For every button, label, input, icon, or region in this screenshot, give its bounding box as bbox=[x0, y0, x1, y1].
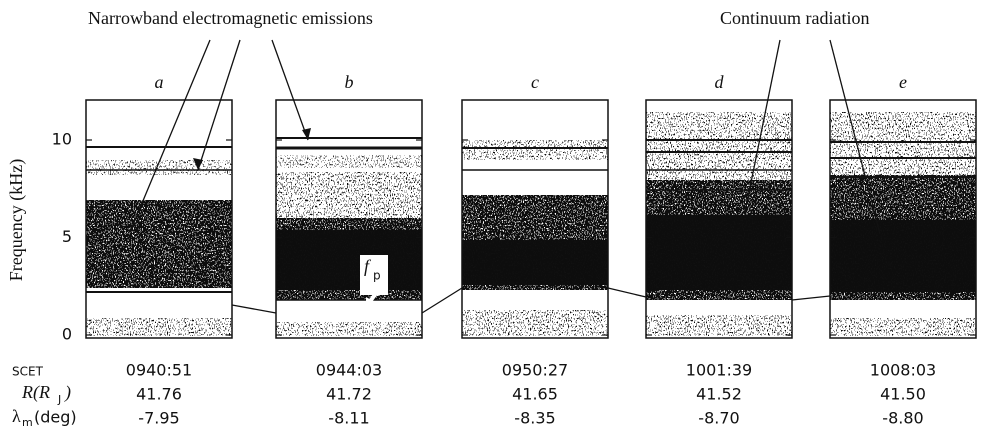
panel-frame bbox=[461, 99, 609, 339]
row-label: J bbox=[57, 393, 61, 406]
y-tick-label: 10 bbox=[52, 130, 72, 149]
row-label: (deg) bbox=[34, 408, 77, 427]
emission-noise bbox=[462, 140, 608, 160]
latitude: -8.70 bbox=[698, 409, 739, 428]
y-axis-label: Frequency (kHz) bbox=[6, 159, 27, 281]
fp-text: f bbox=[364, 256, 372, 276]
latitude: -8.35 bbox=[514, 409, 555, 428]
emission-noise bbox=[646, 112, 792, 180]
emission-noise bbox=[646, 315, 792, 336]
spectrogram-panel bbox=[85, 99, 233, 339]
spectrograms bbox=[85, 99, 977, 339]
row-label: ) bbox=[64, 382, 71, 403]
y-tick-label: 5 bbox=[62, 227, 72, 246]
latitude: -7.95 bbox=[138, 409, 179, 428]
scet: 1001:39 bbox=[686, 361, 752, 380]
row-label: SCET bbox=[12, 365, 44, 379]
row-label: λ bbox=[12, 406, 21, 426]
latitude: -8.11 bbox=[328, 409, 369, 428]
arrows bbox=[129, 39, 881, 235]
fp-sub: p bbox=[373, 269, 381, 283]
emission-noise bbox=[276, 218, 422, 300]
spectrogram-panel bbox=[645, 99, 793, 339]
emission-noise bbox=[830, 175, 976, 300]
annotation: Narrowband electromagnetic emissions bbox=[88, 8, 373, 28]
emission-noise bbox=[646, 180, 792, 300]
emission-noise bbox=[830, 318, 976, 336]
panel-frame bbox=[275, 99, 423, 339]
radius: 41.72 bbox=[326, 385, 372, 404]
arrowheads bbox=[193, 128, 311, 170]
latitude: -8.80 bbox=[882, 409, 923, 428]
panel-label: e bbox=[899, 72, 907, 92]
radius: 41.65 bbox=[512, 385, 558, 404]
scet: 0940:51 bbox=[126, 361, 192, 380]
row-label: m bbox=[22, 416, 33, 429]
emission-noise bbox=[276, 172, 422, 218]
spectrogram-panel bbox=[461, 99, 609, 339]
spectrogram-panel bbox=[275, 99, 423, 339]
radius: 41.52 bbox=[696, 385, 742, 404]
panel-frame bbox=[645, 99, 793, 339]
panel-label: a bbox=[155, 72, 164, 92]
emission-noise bbox=[830, 112, 976, 175]
panel-frame bbox=[829, 99, 977, 339]
emission-noise bbox=[276, 155, 422, 168]
scet: 1008:03 bbox=[870, 361, 936, 380]
scet: 0950:27 bbox=[502, 361, 568, 380]
emission-noise bbox=[276, 322, 422, 336]
scet: 0944:03 bbox=[316, 361, 382, 380]
panel-frame bbox=[85, 99, 233, 339]
radius: 41.76 bbox=[136, 385, 182, 404]
fp-label: f p bbox=[360, 255, 388, 308]
radius: 41.50 bbox=[880, 385, 926, 404]
emission-noise bbox=[86, 318, 232, 336]
emission-noise bbox=[462, 195, 608, 290]
panel-label: b bbox=[345, 72, 354, 92]
panel-label: c bbox=[531, 72, 539, 92]
spectrogram-panel bbox=[829, 99, 977, 339]
annotation: Continuum radiation bbox=[720, 8, 869, 28]
emission-noise bbox=[462, 310, 608, 336]
emission-noise bbox=[86, 200, 232, 288]
fp-trace bbox=[231, 287, 831, 314]
panel-label: d bbox=[715, 72, 725, 92]
row-label: R(R bbox=[21, 382, 50, 403]
y-tick-label: 0 bbox=[62, 325, 72, 344]
